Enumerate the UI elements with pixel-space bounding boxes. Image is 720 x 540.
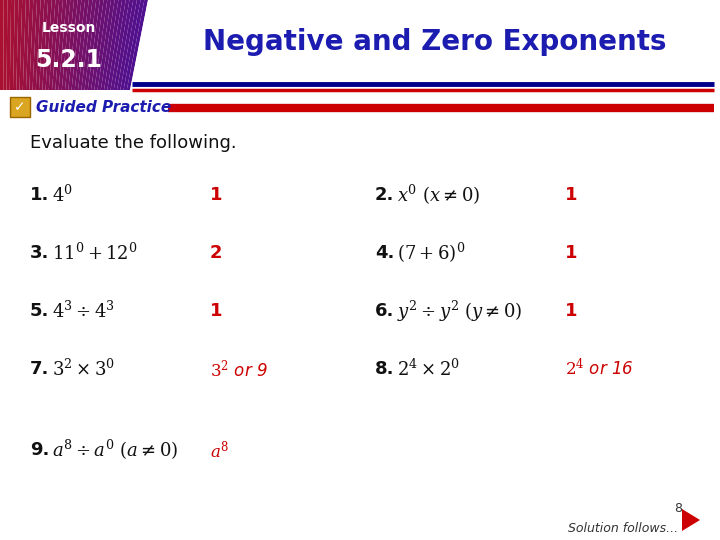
Text: 4.: 4. [375,244,395,262]
Polygon shape [120,0,140,90]
Polygon shape [32,0,41,90]
Text: 1: 1 [565,244,577,262]
Polygon shape [75,0,89,90]
Text: 7.: 7. [30,360,50,378]
Text: 2: 2 [210,244,222,262]
Text: $3^{2} \times 3^{0}$: $3^{2} \times 3^{0}$ [52,359,115,380]
Text: $a^{8} \div a^{0}\ (a \neq 0)$: $a^{8} \div a^{0}\ (a \neq 0)$ [52,438,179,462]
Text: $y^{2} \div y^{2}\ (y \neq 0)$: $y^{2} \div y^{2}\ (y \neq 0)$ [397,299,523,323]
Text: $x^{0}\ (x \neq 0)$: $x^{0}\ (x \neq 0)$ [397,183,480,207]
Text: Negative and Zero Exponents: Negative and Zero Exponents [203,28,667,56]
Text: 3.: 3. [30,244,50,262]
Polygon shape [39,0,48,90]
Polygon shape [94,0,111,90]
Polygon shape [130,0,148,90]
Polygon shape [104,0,122,90]
Polygon shape [36,0,45,90]
Polygon shape [78,0,92,90]
Text: 8.: 8. [375,360,395,378]
Text: 1.: 1. [30,186,50,204]
Polygon shape [17,0,22,90]
Polygon shape [42,0,52,90]
Polygon shape [107,0,126,90]
Text: $(7 + 6)^{0}$: $(7 + 6)^{0}$ [397,241,465,265]
Polygon shape [13,0,19,90]
Polygon shape [81,0,96,90]
Polygon shape [26,0,33,90]
Text: ✓: ✓ [14,100,26,114]
Polygon shape [110,0,130,90]
Polygon shape [0,0,4,90]
Polygon shape [4,0,7,90]
Text: 5.: 5. [30,302,50,320]
Polygon shape [52,0,63,90]
Polygon shape [101,0,118,90]
Text: 1: 1 [210,302,222,320]
Text: $4^{0}$: $4^{0}$ [52,184,73,206]
Text: 6.: 6. [375,302,395,320]
Text: Solution follows...: Solution follows... [568,522,678,535]
Polygon shape [68,0,81,90]
Text: Evaluate the following.: Evaluate the following. [30,134,237,152]
Polygon shape [84,0,100,90]
Text: 1: 1 [565,302,577,320]
Text: 1: 1 [210,186,222,204]
Text: $2^{4}$ or 16: $2^{4}$ or 16 [565,359,634,380]
FancyBboxPatch shape [10,97,30,117]
Polygon shape [10,0,15,90]
Polygon shape [71,0,85,90]
Text: 5.2.1: 5.2.1 [35,48,102,72]
Polygon shape [23,0,30,90]
Text: 8: 8 [674,502,682,515]
Polygon shape [97,0,114,90]
Polygon shape [124,0,144,90]
Polygon shape [19,0,26,90]
Polygon shape [88,0,104,90]
Polygon shape [117,0,137,90]
Polygon shape [114,0,133,90]
Text: $4^{3} \div 4^{3}$: $4^{3} \div 4^{3}$ [52,300,114,322]
Polygon shape [65,0,78,90]
Polygon shape [6,0,11,90]
Text: 2.: 2. [375,186,395,204]
Text: $2^{4} \times 2^{0}$: $2^{4} \times 2^{0}$ [397,359,460,380]
Text: Guided Practice: Guided Practice [36,100,171,116]
Polygon shape [91,0,107,90]
Text: $11^{0} + 12^{0}$: $11^{0} + 12^{0}$ [52,242,138,264]
Polygon shape [45,0,55,90]
Text: 1: 1 [565,186,577,204]
Polygon shape [127,0,148,90]
Polygon shape [49,0,59,90]
Text: $a^{8}$: $a^{8}$ [210,439,229,461]
Text: 9.: 9. [30,441,50,459]
Polygon shape [30,0,37,90]
Text: $3^{2}$ or 9: $3^{2}$ or 9 [210,358,268,380]
Polygon shape [682,509,700,531]
Polygon shape [58,0,71,90]
Text: Lesson: Lesson [42,21,96,35]
Polygon shape [55,0,66,90]
Polygon shape [62,0,74,90]
